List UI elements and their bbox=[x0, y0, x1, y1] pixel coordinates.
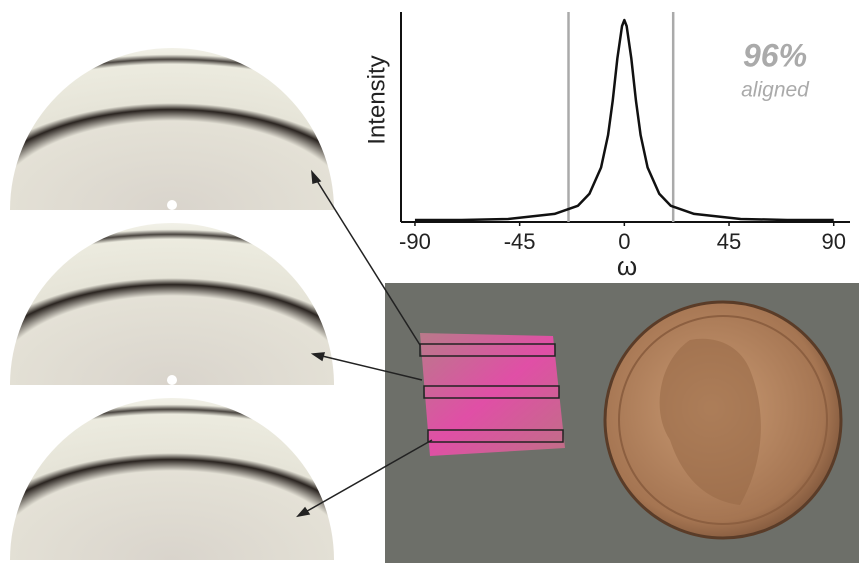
annotation: 96% bbox=[743, 37, 807, 73]
x-tick-label: -45 bbox=[504, 229, 536, 254]
x-axis-label: ω bbox=[617, 251, 637, 281]
line-chart: Intensity ω 96% aligned -90 -45 0 45 90 bbox=[363, 12, 850, 281]
x-tick-label: -90 bbox=[399, 229, 431, 254]
y-axis-label: Intensity bbox=[363, 55, 390, 144]
x-tick-label: 45 bbox=[717, 229, 741, 254]
photo bbox=[385, 283, 859, 563]
x-tick-label: 90 bbox=[821, 229, 845, 254]
annotation-sub: aligned bbox=[741, 79, 810, 102]
figure: Intensity ω 96% aligned -90 -45 0 45 90 bbox=[0, 0, 859, 563]
diffraction-patterns bbox=[10, 48, 334, 560]
x-tick-label: 0 bbox=[618, 229, 630, 254]
